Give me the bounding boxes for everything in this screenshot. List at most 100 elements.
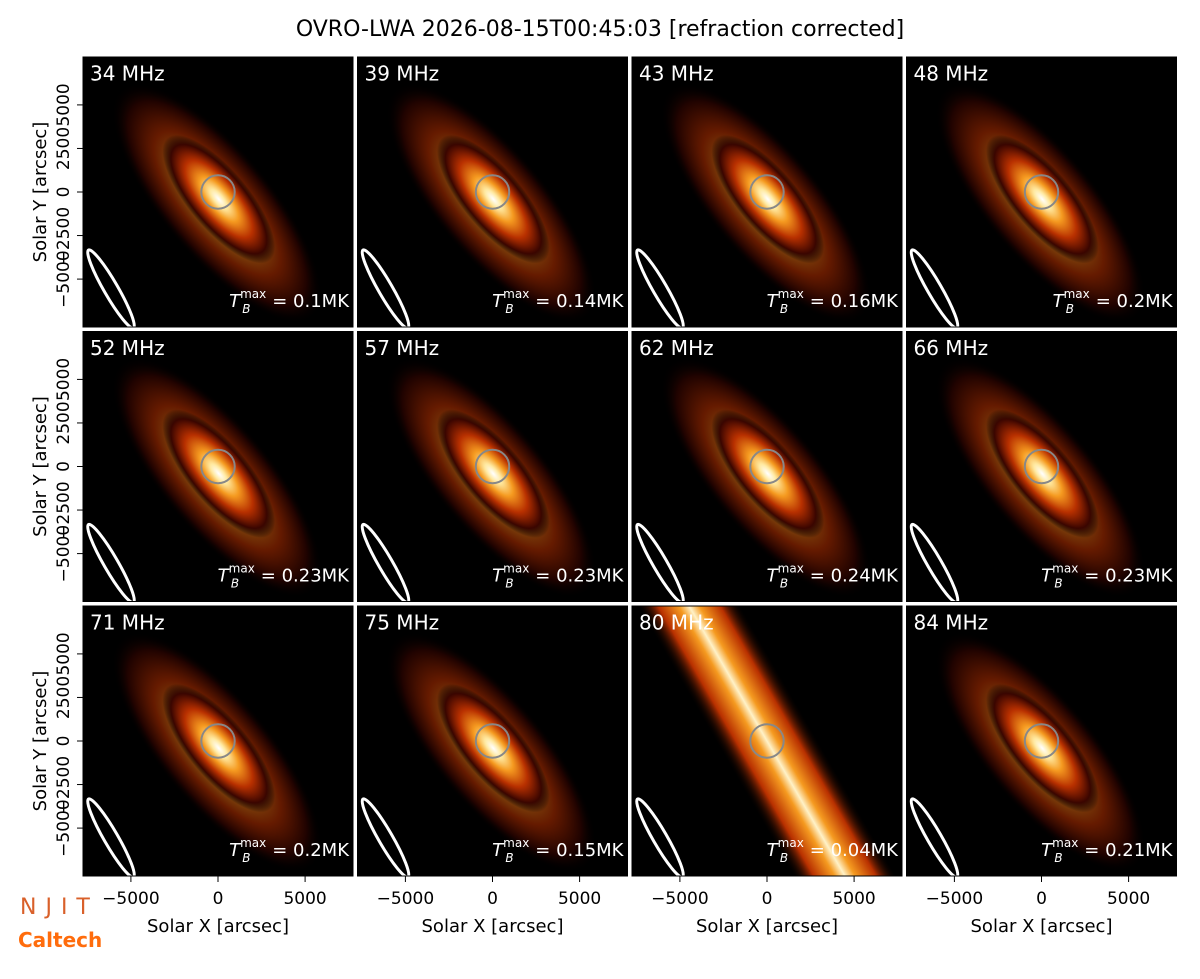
- tmax-label: Tmax B = 0.23MK: [1041, 562, 1174, 591]
- tmax-label: Tmax B = 0.2MK: [229, 836, 350, 865]
- tmax-equals: =: [530, 840, 557, 861]
- tmax-symbol: T: [229, 840, 242, 861]
- tmax-equals: =: [1079, 566, 1106, 587]
- solar-disk: [474, 723, 511, 759]
- tmax-sup: max: [778, 836, 804, 850]
- solar-disk: [1023, 448, 1060, 485]
- figure-title: OVRO-LWA 2026-08-15T00:45:03 [refraction…: [296, 17, 904, 42]
- panel-frame: [357, 331, 628, 602]
- tmax-sub: B: [242, 302, 250, 316]
- emission-core: [711, 409, 825, 538]
- tmax-value: 0.23MK: [282, 566, 351, 587]
- x-axis-label: Solar X [arcsec]: [696, 916, 838, 937]
- tmax-label: Tmax B = 0.23MK: [492, 562, 625, 591]
- tmax-value: 0.04MK: [831, 840, 900, 861]
- beam: [86, 522, 136, 602]
- emission-core: [436, 683, 550, 813]
- tmax-sub: B: [1066, 302, 1074, 316]
- solar-disk: [1023, 723, 1060, 759]
- beam: [635, 797, 685, 876]
- emission-core: [985, 409, 1099, 538]
- tmax-symbol: T: [218, 566, 231, 587]
- y-axis-label: Solar Y [arcsec]: [30, 671, 51, 812]
- tmax-symbol: T: [767, 840, 780, 861]
- tmax-label: Tmax B = 0.24MK: [767, 562, 900, 591]
- logo-caltech: Caltech: [18, 928, 102, 952]
- y-tick-label: −2500: [54, 756, 74, 814]
- y-tick-label: 5000: [54, 632, 74, 675]
- tmax-value: 0.23MK: [1105, 566, 1174, 587]
- tmax-sup: max: [778, 287, 804, 301]
- frequency-label: 43 MHz: [639, 62, 714, 86]
- tmax-sup: max: [240, 836, 266, 850]
- frequency-label: 62 MHz: [639, 336, 714, 360]
- solar-disk: [200, 723, 236, 759]
- tmax-symbol: T: [229, 291, 242, 312]
- tmax-equals: =: [804, 566, 831, 587]
- panel: [357, 606, 628, 876]
- tmax-symbol: T: [767, 291, 780, 312]
- x-tick-label: 0: [1036, 889, 1047, 909]
- tmax-value: 0.2MK: [1117, 291, 1174, 312]
- tmax-equals: =: [1079, 840, 1106, 861]
- tmax-sub: B: [231, 577, 239, 591]
- tmax-symbol: T: [1053, 291, 1066, 312]
- tmax-symbol: T: [492, 840, 505, 861]
- y-tick-label: 5000: [54, 83, 74, 126]
- tmax-equals: =: [804, 291, 831, 312]
- emission-core: [162, 683, 276, 813]
- solar-disk: [200, 448, 236, 485]
- frequency-label: 34 MHz: [90, 62, 165, 86]
- y-tick-label: 5000: [54, 358, 74, 401]
- frequency-label: 84 MHz: [914, 611, 989, 635]
- beam: [909, 248, 960, 327]
- tmax-sub: B: [242, 851, 250, 865]
- panel: [906, 606, 1177, 876]
- x-tick-label: 5000: [283, 889, 326, 909]
- tmax-sub: B: [505, 851, 513, 865]
- frequency-label: 66 MHz: [914, 336, 989, 360]
- tmax-label: Tmax B = 0.16MK: [767, 287, 900, 316]
- panel-frame: [357, 56, 628, 328]
- y-tick-label: 2500: [54, 127, 74, 170]
- solar-disk: [1023, 174, 1060, 210]
- tmax-sub: B: [780, 302, 788, 316]
- tmax-sup: max: [240, 287, 266, 301]
- tmax-equals: =: [267, 291, 294, 312]
- tmax-equals: =: [267, 840, 294, 861]
- emission-core: [985, 683, 1099, 813]
- x-tick-label: −5000: [377, 889, 435, 909]
- emission-core: [985, 134, 1099, 264]
- tmax-equals: =: [804, 840, 831, 861]
- panel: [906, 331, 1177, 602]
- tmax-value: 0.1MK: [293, 291, 350, 312]
- tmax-equals: =: [530, 566, 557, 587]
- beam: [360, 248, 411, 327]
- y-axis-label: Solar Y [arcsec]: [30, 396, 51, 537]
- tmax-sup: max: [503, 836, 529, 850]
- tmax-sup: max: [1052, 836, 1078, 850]
- beam: [635, 248, 685, 327]
- solar-disk: [749, 448, 785, 485]
- tmax-symbol: T: [492, 291, 505, 312]
- tmax-sub: B: [1054, 851, 1062, 865]
- emission-core: [162, 409, 276, 538]
- tmax-sup: max: [1052, 562, 1078, 576]
- emission-core: [162, 134, 276, 264]
- tmax-equals: =: [1090, 291, 1117, 312]
- tmax-label: Tmax B = 0.1MK: [229, 287, 350, 316]
- tmax-label: Tmax B = 0.14MK: [492, 287, 625, 316]
- tmax-sub: B: [1054, 577, 1062, 591]
- panel: [632, 331, 902, 602]
- tmax-value: 0.23MK: [556, 566, 625, 587]
- x-axis-label: Solar X [arcsec]: [422, 916, 564, 937]
- panel: [83, 331, 353, 602]
- beam: [360, 522, 411, 602]
- frequency-label: 48 MHz: [914, 62, 989, 86]
- panel: [357, 331, 628, 602]
- x-tick-label: 5000: [832, 889, 875, 909]
- panel-frame: [631, 331, 903, 602]
- y-axis-label: Solar Y [arcsec]: [30, 122, 51, 263]
- tmax-equals: =: [530, 291, 557, 312]
